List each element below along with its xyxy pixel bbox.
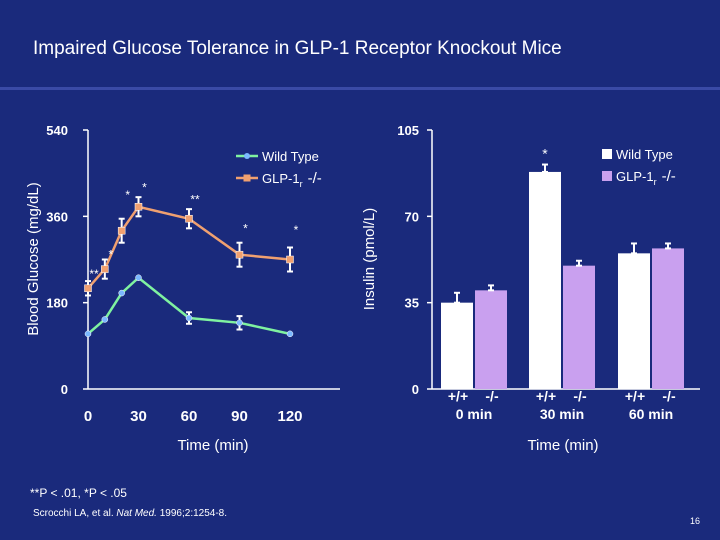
glucose-y-tick-label: 180 — [46, 296, 68, 311]
insulin-time-label: 60 min — [629, 406, 673, 422]
glucose-series-line — [87, 276, 291, 336]
legend-wild-type-marker — [244, 153, 250, 159]
legend-bar-wild-type-label: Wild Type — [616, 147, 673, 162]
glucose-x-axis-label: Time (min) — [177, 437, 248, 454]
insulin-bar — [563, 265, 595, 389]
glucose-x-tick-label: 30 — [130, 408, 147, 425]
insulin-genotype-ko-label: -/- — [662, 388, 676, 404]
legend-bar-wild-type-swatch — [602, 149, 612, 159]
insulin-genotype-wt-label: +/+ — [448, 388, 468, 404]
glucose-y-tick-label: 540 — [46, 123, 68, 138]
insulin-time-label: 0 min — [456, 406, 493, 422]
citation-details: 1996;2:1254-8. — [159, 508, 228, 519]
glucose-point — [117, 226, 126, 235]
significance-footnote: **P < .01, *P < .05 — [30, 486, 127, 500]
insulin-y-axis-label: Insulin (pmol/L) — [361, 208, 378, 311]
insulin-x-axis-label: Time (min) — [527, 437, 598, 454]
glucose-point — [135, 274, 142, 281]
significance-marker: * — [142, 181, 147, 195]
legend-bar-knockout-swatch — [602, 171, 612, 181]
glucose-point — [185, 314, 193, 322]
legend-bar-knockout-label: GLP-1r -/- — [616, 168, 676, 187]
insulin-y-tick-label: 105 — [397, 123, 419, 138]
insulin-bar — [441, 302, 473, 389]
slide-title: Impaired Glucose Tolerance in GLP-1 Rece… — [33, 38, 562, 59]
glucose-point — [101, 316, 109, 323]
insulin-y-tick-label: 70 — [405, 209, 419, 224]
glucose-x-tick-label: 60 — [181, 408, 198, 425]
title-divider — [0, 87, 720, 90]
insulin-y-tick-label: 0 — [412, 382, 419, 397]
glucose-y-tick-label: 360 — [46, 209, 68, 224]
glucose-point — [84, 330, 92, 338]
significance-marker: * — [125, 188, 130, 202]
insulin-y-tick-label: 35 — [405, 296, 419, 311]
insulin-bar — [652, 248, 684, 389]
glucose-point — [118, 289, 125, 297]
significance-marker: * — [108, 248, 113, 262]
insulin-genotype-wt-label: +/+ — [625, 388, 645, 404]
significance-marker: * — [243, 221, 248, 235]
significance-marker: * — [294, 223, 299, 237]
significance-marker: ** — [89, 267, 99, 281]
slide-number: 16 — [690, 516, 701, 526]
glucose-point — [101, 265, 109, 273]
glucose-y-axis-label: Blood Glucose (mg/dL) — [25, 182, 42, 335]
glucose-point — [235, 250, 244, 259]
significance-marker: ** — [190, 193, 200, 207]
significance-marker: * — [542, 146, 548, 162]
glucose-y-tick-label: 0 — [61, 382, 68, 397]
glucose-x-tick-label: 0 — [84, 408, 92, 425]
insulin-genotype-ko-label: -/- — [573, 388, 587, 404]
insulin-bar — [475, 290, 507, 389]
legend-knockout-marker — [243, 174, 251, 182]
glucose-point — [185, 214, 193, 223]
citation-journal: Nat Med. — [116, 508, 157, 519]
insulin-genotype-ko-label: -/- — [485, 388, 499, 404]
citation-authors: Scrocchi LA, et al. — [33, 508, 114, 519]
legend-wild-type-label: Wild Type — [262, 149, 319, 164]
legend-knockout-label: GLP-1r -/- — [262, 170, 322, 189]
insulin-bar — [529, 171, 561, 389]
glucose-point — [134, 202, 143, 211]
glucose-point — [286, 255, 294, 264]
glucose-point — [84, 284, 92, 293]
insulin-bar — [618, 253, 650, 389]
insulin-genotype-wt-label: +/+ — [536, 388, 556, 404]
insulin-time-label: 30 min — [540, 406, 584, 422]
glucose-x-tick-label: 90 — [231, 408, 248, 425]
glucose-x-tick-label: 120 — [277, 408, 302, 425]
glucose-point — [236, 319, 243, 327]
citation: Scrocchi LA, et al. Nat Med. 1996;2:1254… — [33, 508, 227, 519]
glucose-point — [286, 330, 294, 338]
